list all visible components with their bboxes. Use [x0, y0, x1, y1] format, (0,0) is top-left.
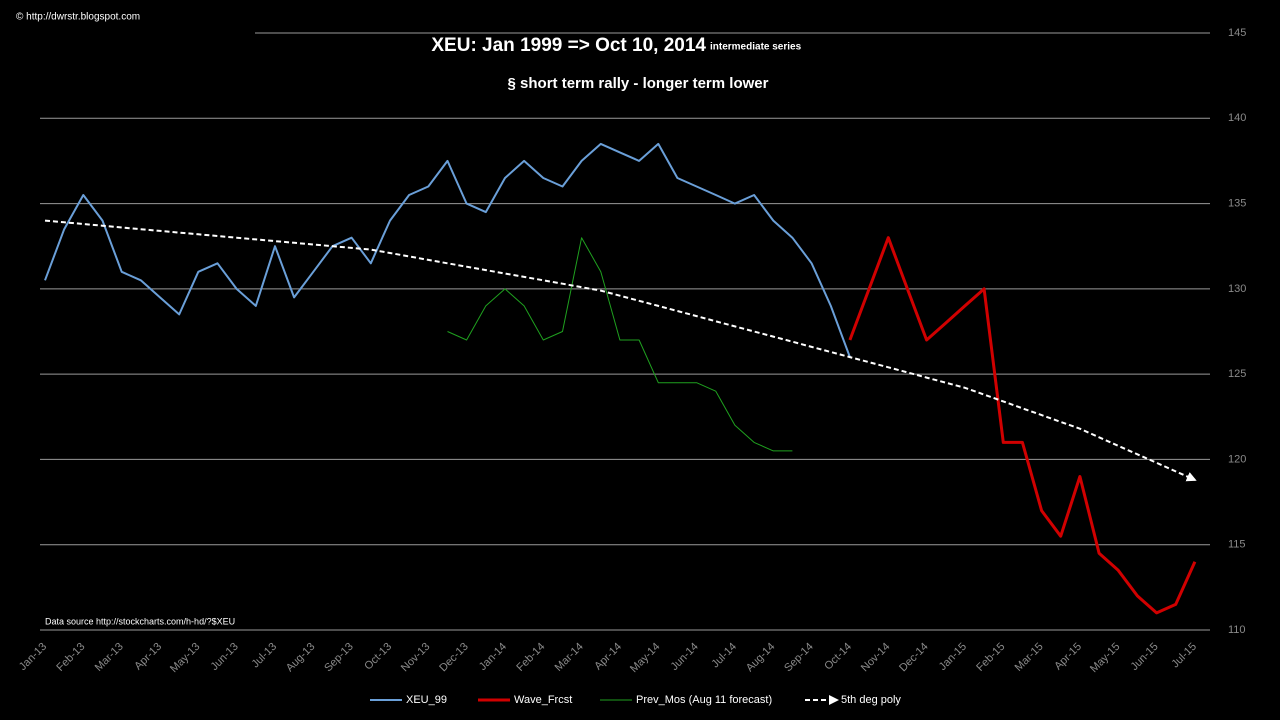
x-tick-label: Sep-14 — [782, 641, 816, 675]
x-tick-label: Nov-14 — [859, 641, 893, 675]
legend-label: Wave_Frcst — [514, 694, 572, 706]
title-note: intermediate series — [710, 42, 802, 53]
y-tick-label: 115 — [1228, 539, 1246, 551]
x-tick-label: Jun-15 — [1128, 641, 1160, 673]
x-tick-label: Jan-14 — [477, 641, 509, 673]
x-tick-label: Feb-14 — [514, 641, 547, 674]
x-tick-label: May-14 — [628, 641, 662, 675]
x-tick-label: Jul-13 — [249, 641, 279, 671]
y-tick-label: 130 — [1228, 283, 1246, 295]
x-tick-label: Dec-13 — [437, 641, 471, 675]
series-line — [44, 142, 851, 358]
legend-label: XEU_99 — [406, 694, 447, 706]
subtitle: § short term rally - longer term lower — [508, 75, 769, 92]
x-tick-label: May-15 — [1088, 641, 1122, 675]
chart-title: XEU: Jan 1999 => Oct 10, 2014 — [431, 35, 706, 56]
x-tick-label: Sep-13 — [322, 641, 356, 675]
source-note: Data source http://stockcharts.com/h-hd/… — [45, 616, 235, 626]
x-tick-label: Oct-14 — [822, 641, 854, 673]
x-tick-label: Aug-13 — [284, 641, 318, 675]
legend-label: Prev_Mos (Aug 11 forecast) — [636, 694, 772, 706]
credit: © http://dwrstr.blogspot.com — [16, 12, 140, 23]
y-tick-label: 140 — [1228, 112, 1246, 124]
x-tick-label: Mar-13 — [93, 641, 126, 674]
y-tick-label: 120 — [1228, 453, 1246, 465]
x-tick-label: Mar-14 — [553, 641, 586, 674]
x-tick-label: Apr-14 — [592, 641, 624, 673]
x-tick-label: Oct-13 — [362, 641, 394, 673]
x-tick-label: Dec-14 — [897, 641, 931, 675]
series-line — [447, 237, 793, 452]
series-line — [44, 219, 1197, 482]
legend-label: 5th deg poly — [841, 694, 901, 706]
x-tick-label: Aug-14 — [744, 641, 778, 675]
x-tick-label: Jun-14 — [669, 641, 701, 673]
x-tick-label: Jan-13 — [17, 641, 49, 673]
x-tick-label: Nov-13 — [399, 641, 433, 675]
x-tick-label: Jul-15 — [1169, 641, 1199, 671]
x-tick-label: Apr-13 — [132, 641, 164, 673]
x-tick-label: May-13 — [168, 641, 202, 675]
x-tick-label: Mar-15 — [1013, 641, 1046, 674]
y-tick-label: 135 — [1228, 197, 1246, 209]
x-tick-label: Jun-13 — [209, 641, 241, 673]
x-tick-label: Jul-14 — [709, 641, 739, 671]
series-line — [848, 236, 1197, 615]
x-tick-label: Feb-13 — [54, 641, 87, 674]
y-tick-label: 145 — [1228, 27, 1246, 39]
y-tick-label: 125 — [1228, 368, 1246, 380]
y-tick-label: 110 — [1228, 624, 1246, 636]
x-tick-label: Feb-15 — [974, 641, 1007, 674]
x-tick-label: Jan-15 — [937, 641, 969, 673]
x-tick-label: Apr-15 — [1052, 641, 1084, 673]
